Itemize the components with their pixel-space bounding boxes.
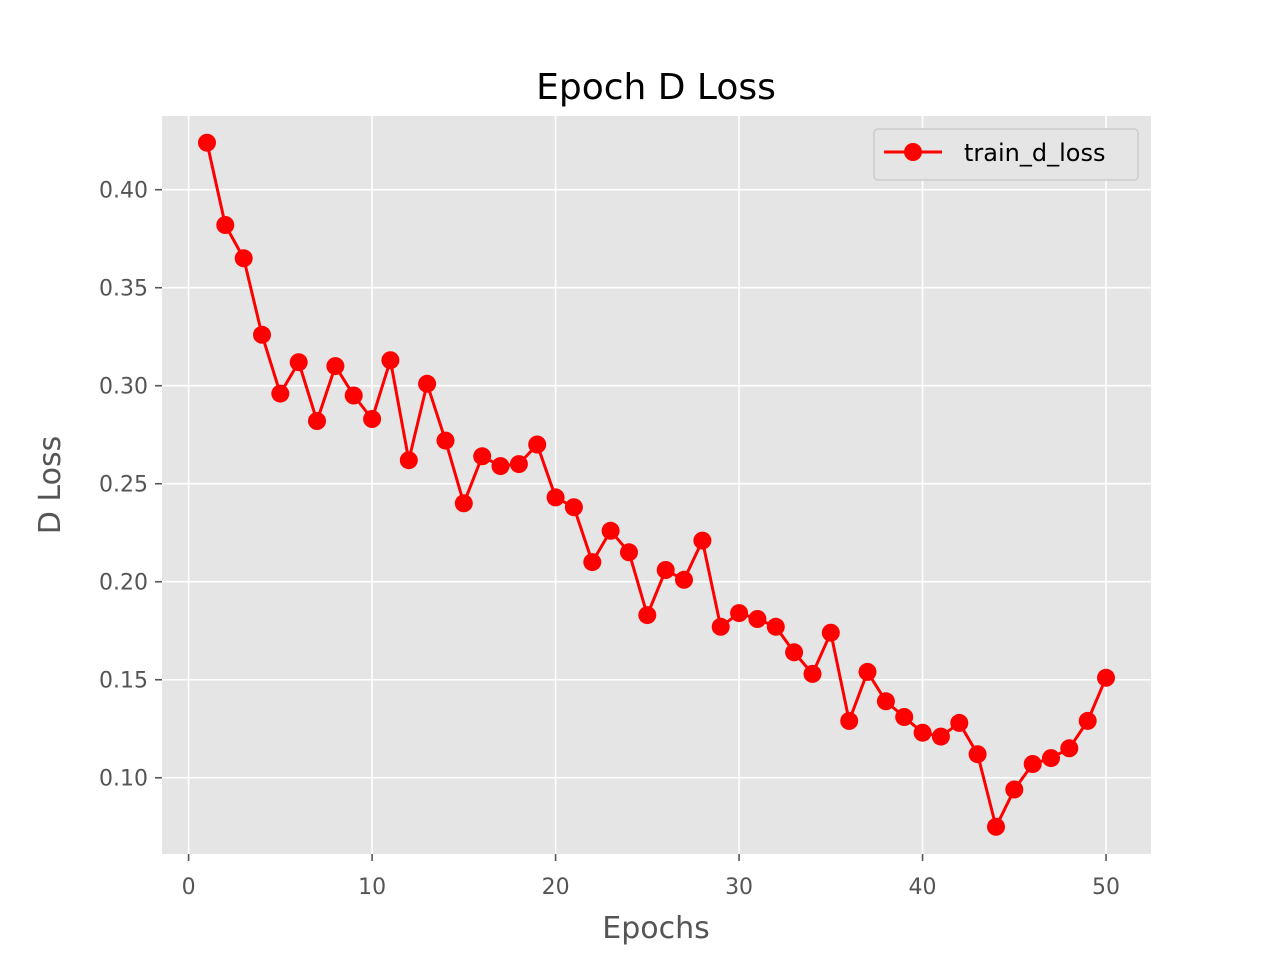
data-point [418,374,437,393]
data-point [693,531,712,550]
data-point [564,498,583,517]
data-point [730,604,749,623]
data-point [1060,739,1079,758]
data-point [436,431,455,450]
y-tick-label: 0.30 [99,375,148,400]
y-tick-label: 0.40 [99,179,148,204]
data-point [234,249,253,268]
data-point [253,325,271,344]
data-point [913,723,932,742]
data-point [583,553,602,572]
data-point [344,386,363,405]
data-point [840,711,859,730]
data-point [675,570,693,589]
data-point [656,561,675,579]
grid [162,116,1151,854]
legend-label: train_d_loss [964,139,1105,167]
data-point [308,412,326,430]
data-point [271,384,290,403]
data-point [821,623,840,642]
data-point [491,457,510,476]
y-tick-label: 0.25 [99,473,148,498]
x-tick-label: 20 [542,875,570,900]
y-tick-label: 0.20 [99,571,148,596]
data-point [381,351,400,370]
legend: train_d_loss [873,128,1139,181]
x-axis-label: Epochs [602,911,710,946]
x-tick-label: 10 [358,875,386,900]
data-point [931,727,950,746]
data-point [803,664,822,683]
data-point [1005,780,1024,799]
data-point [363,410,382,428]
series-layer [198,133,1115,836]
legend-box [873,128,1139,181]
data-point [711,617,730,636]
data-point [546,488,565,507]
data-point [895,708,914,726]
data-point [528,435,547,454]
data-point [216,216,235,234]
data-point [1042,749,1060,768]
y-tick-label: 0.10 [99,767,148,792]
data-point [326,357,345,376]
plot-area [162,116,1151,854]
x-tick-label: 30 [725,875,753,900]
x-tick-label: 40 [909,875,937,900]
data-point [473,447,492,466]
data-point [987,817,1005,836]
data-point [509,455,528,474]
y-tick-label: 0.35 [99,277,148,302]
legend-marker [904,143,922,161]
data-point [620,543,638,562]
data-point [748,610,767,628]
data-point [1097,668,1115,687]
x-tick-label: 50 [1092,875,1120,900]
data-point [876,692,895,711]
data-point [289,353,308,372]
y-tick-label: 0.15 [99,669,148,694]
data-point [601,521,620,540]
data-point [968,745,987,764]
data-point [1023,755,1042,773]
chart-title: Epoch D Loss [536,67,776,108]
data-point [399,451,418,470]
x-tick-label: 0 [182,875,196,900]
y-axis-label: D Loss [33,436,68,534]
data-point [454,494,473,513]
data-point [785,643,804,662]
data-point [638,606,657,625]
data-point [198,133,216,152]
data-point [858,662,877,681]
ticks: 0 10 20 30 40 50 0.10 0.15 0.20 0.25 0.30 0.35 0.40 [99,179,1120,900]
data-point [1078,711,1097,730]
data-point [950,713,969,732]
data-point [766,617,785,636]
